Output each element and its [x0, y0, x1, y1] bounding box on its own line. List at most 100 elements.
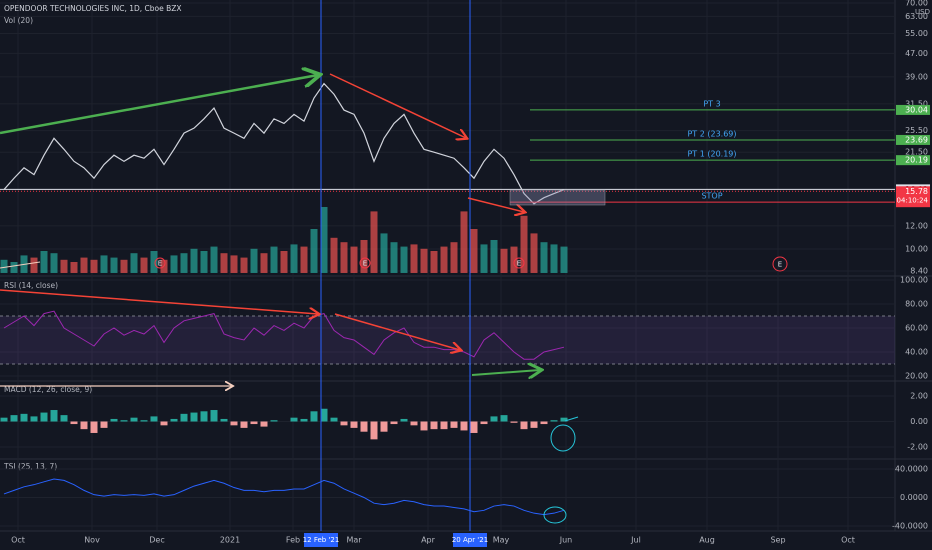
- volume-bar: [250, 248, 258, 273]
- macd-histogram: [440, 421, 448, 430]
- volume-bar: [170, 255, 178, 273]
- volume-bar: [80, 257, 88, 273]
- macd-histogram: [20, 413, 28, 422]
- volume-bar: [410, 244, 418, 273]
- countdown: 04:10:24: [897, 196, 929, 204]
- volume-bar: [40, 251, 48, 273]
- x-tick-label: Feb: [286, 536, 300, 545]
- volume-bar: [110, 257, 118, 273]
- x-tick-label: Apr: [421, 536, 436, 545]
- y-tick-label: -2.00: [907, 443, 928, 452]
- target-label: PT 2 (23.69): [687, 129, 736, 138]
- macd-histogram: [140, 420, 148, 422]
- macd-histogram: [420, 421, 428, 431]
- earnings-marker: [772, 256, 788, 272]
- macd-histogram: [250, 421, 258, 425]
- date-marker-box: [453, 533, 487, 547]
- highlight-circle: [550, 424, 576, 452]
- macd-histogram: [310, 411, 318, 422]
- macd-histogram: [320, 408, 328, 422]
- trend-arrow: [0, 261, 41, 269]
- indicator-label: RSI (14, close): [4, 281, 58, 290]
- y-tick-label: 2.00: [910, 392, 928, 401]
- trend-arrow: [471, 370, 540, 375]
- macd-histogram: [170, 418, 178, 422]
- earnings-text: E: [363, 260, 367, 268]
- macd-histogram: [520, 421, 528, 430]
- y-tick-label: -40.0000: [892, 522, 928, 531]
- volume-bar: [280, 251, 288, 273]
- trend-arrow: [334, 313, 460, 350]
- volume-bar: [420, 248, 428, 273]
- macd-histogram: [240, 421, 248, 428]
- macd-histogram: [40, 412, 48, 422]
- price-tag: [896, 104, 930, 115]
- volume-bar: [470, 229, 478, 273]
- macd-histogram: [60, 415, 68, 422]
- macd-histogram: [540, 421, 548, 425]
- macd-histogram: [430, 421, 438, 430]
- date-marker: 12 Feb '21: [303, 536, 340, 544]
- x-tick-label: 2021: [220, 536, 240, 545]
- volume-bar: [330, 237, 338, 273]
- y-tick-label: 60.00: [905, 324, 928, 333]
- volume-bar: [290, 244, 298, 273]
- volume-bar: [210, 246, 218, 273]
- volume-bar: [300, 246, 308, 273]
- price-tag-text: 15.78: [905, 187, 928, 196]
- currency: USD: [915, 8, 930, 16]
- volume-bar: [360, 240, 368, 273]
- price-tag-text: 20.19: [905, 156, 928, 165]
- volume-bar: [540, 242, 548, 273]
- volume-bar: [230, 255, 238, 273]
- earnings-text: E: [778, 261, 782, 269]
- indicator-label: MACD (12, 26, close, 9): [4, 385, 92, 394]
- volume-bar: [120, 259, 128, 273]
- macd-histogram: [30, 416, 38, 422]
- trend-arrow: [0, 75, 318, 135]
- y-tick-label: 12.00: [905, 221, 928, 230]
- volume-bar: [70, 262, 78, 273]
- macd-histogram: [150, 416, 158, 422]
- volume-bar: [450, 242, 458, 273]
- macd-histogram: [70, 421, 78, 425]
- macd-histogram: [560, 417, 568, 422]
- y-tick-label: 8.40: [910, 267, 928, 276]
- volume-bar: [500, 248, 508, 273]
- macd-histogram: [390, 421, 398, 425]
- macd-histogram: [230, 421, 238, 426]
- volume-bar: [10, 262, 18, 273]
- y-tick-label: 10.00: [905, 244, 928, 253]
- macd-histogram: [200, 411, 208, 422]
- y-tick-label: 39.00: [905, 72, 928, 81]
- y-tick-label: 40.0000: [895, 465, 928, 474]
- macd-histogram: [490, 416, 498, 422]
- volume-bar: [380, 233, 388, 273]
- x-tick-label: Oct: [841, 536, 855, 545]
- volume-bar: [400, 246, 408, 273]
- volume-bar: [340, 242, 348, 273]
- position-box: [509, 189, 606, 206]
- volume-bar: [140, 257, 148, 273]
- x-tick-label: May: [493, 536, 510, 545]
- volume-bar: [370, 211, 378, 273]
- macd-histogram: [0, 417, 8, 422]
- target-label: PT 1 (20.19): [687, 150, 736, 159]
- volume-label: Vol (20): [4, 16, 33, 25]
- macd-histogram: [330, 417, 338, 422]
- volume-bar: [200, 251, 208, 273]
- y-tick-label: 63.00: [905, 12, 928, 21]
- price-tag: [896, 134, 930, 145]
- macd-histogram: [340, 421, 348, 426]
- volume-bar: [390, 242, 398, 273]
- macd-histogram: [500, 415, 508, 422]
- volume-bar: [220, 253, 228, 273]
- volume-bar: [150, 251, 158, 273]
- trend-arrow: [0, 289, 318, 314]
- volume-bar: [460, 211, 468, 273]
- x-tick-label: Mar: [346, 536, 362, 545]
- x-tick-label: Nov: [84, 536, 100, 545]
- volume-bar: [530, 233, 538, 273]
- rsi-band: [0, 316, 895, 364]
- volume-bar: [310, 229, 318, 273]
